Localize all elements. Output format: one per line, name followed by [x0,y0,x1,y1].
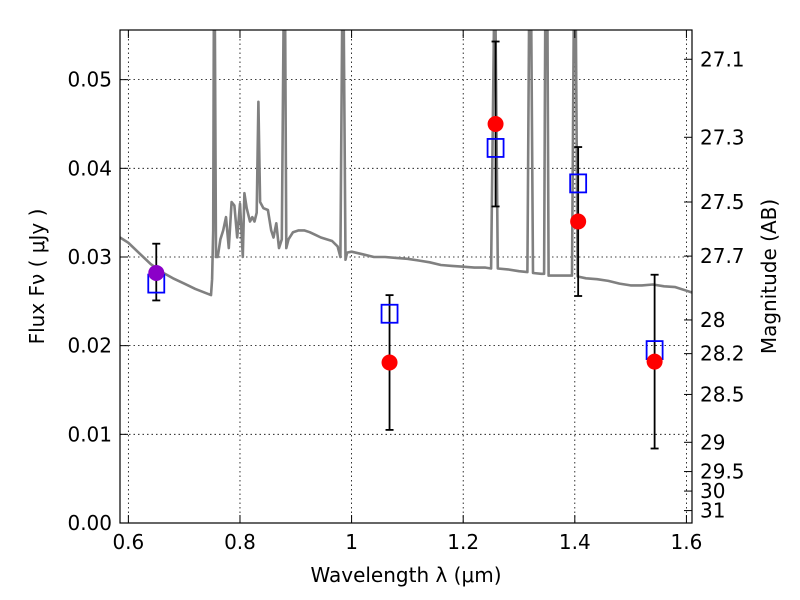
observed-point [487,115,504,132]
x-tick-label: 1.4 [559,530,591,554]
observed-point [570,213,587,230]
right-tick-label: 27.5 [700,190,745,214]
observed-point-special [148,264,165,281]
right-tick-label: 31 [700,499,725,523]
x-tick-label: 1.6 [671,530,703,554]
right-tick-label: 27.7 [700,244,745,268]
model-sed-line [120,30,692,297]
x-tick-label: 0.6 [112,530,144,554]
model-photometry-square [569,173,588,194]
y-tick-label: 0.03 [67,245,112,269]
y-tick-label: 0.00 [67,511,112,535]
y-axis-label: Flux Fν ( μJy ) [25,209,49,345]
observed-point [646,353,663,370]
grid-lines [120,30,692,523]
x-axis-label: Wavelength λ (μm) [310,563,501,587]
plot-frame [119,29,693,524]
right-tick-label: 30 [700,479,725,503]
right-tick-label: 28.2 [700,342,745,366]
x-tick-label: 1 [345,530,358,554]
right-tick-label: 27.3 [700,125,745,149]
y-tick-label: 0.01 [67,422,112,446]
axis-ticks: 0.6 0.8 1 1.2 1.4 1.6 0.00 0.01 0.02 0.03 0.04 0.05… [67,30,745,554]
y-tick-label: 0.05 [67,68,112,92]
observed-point [381,354,398,371]
model-photometry-markers [147,138,664,360]
model-photometry-square [486,138,505,158]
right-tick-label: 27.1 [700,47,745,71]
model-photometry-square [380,303,399,324]
model-sed [120,30,692,297]
right-tick-label: 28.5 [700,382,745,406]
right-tick-label: 29 [700,430,725,454]
right-axis-label: Magnitude (AB) [757,199,781,354]
y-tick-label: 0.02 [67,334,112,358]
observed-markers [148,115,663,371]
y-tick-label: 0.04 [67,156,112,180]
x-tick-label: 1.2 [447,530,479,554]
right-tick-label: 28 [700,308,725,332]
x-tick-label: 0.8 [224,530,256,554]
right-tick-label: 29.5 [700,460,745,484]
